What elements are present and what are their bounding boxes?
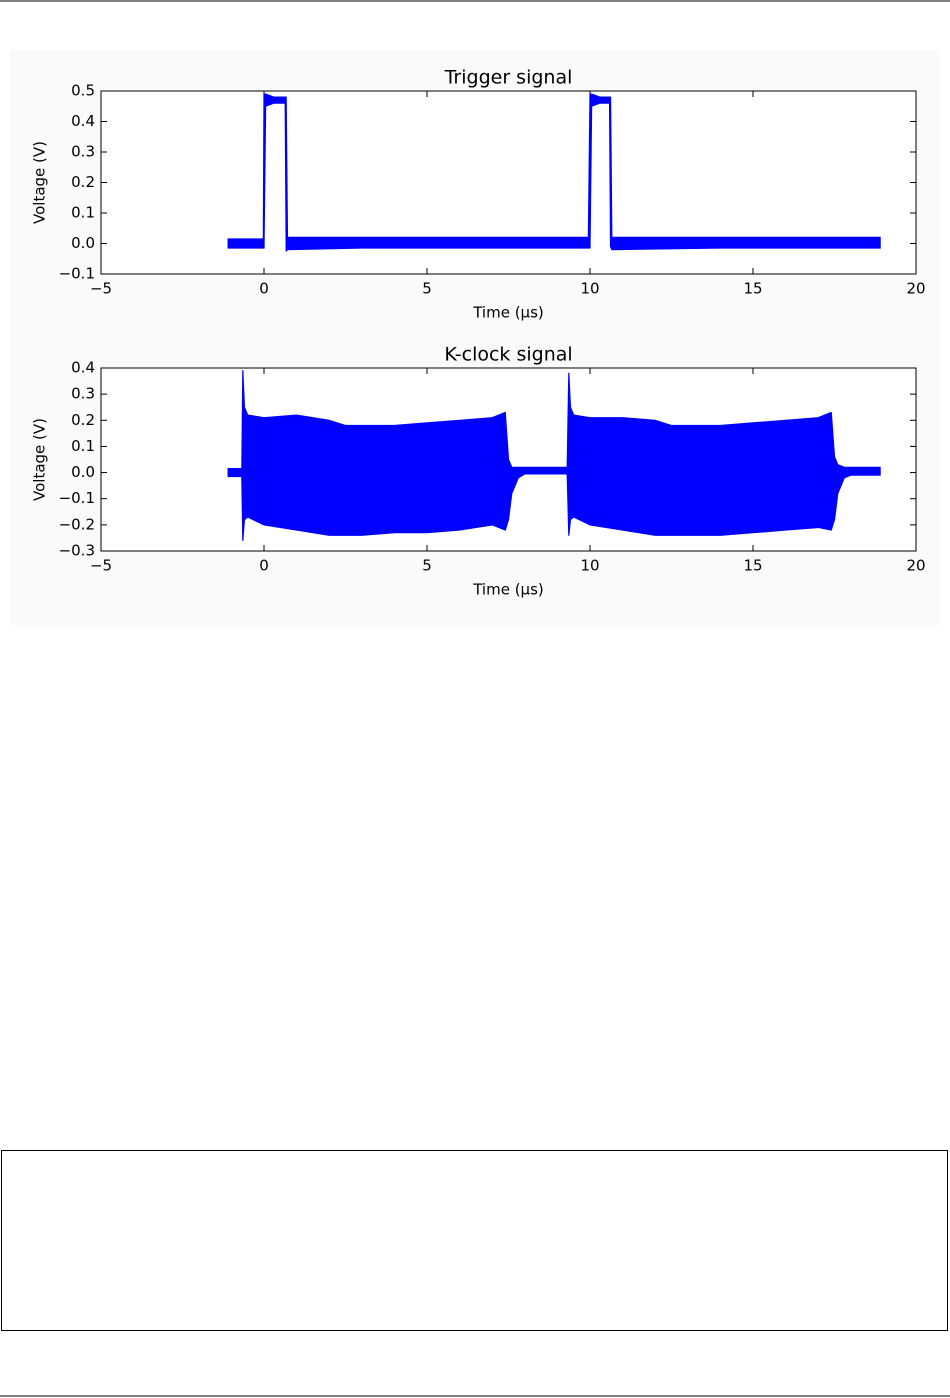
y-tick-label: 0.3 — [71, 143, 95, 161]
x-tick-label: 0 — [259, 280, 269, 298]
x-tick-label: 5 — [422, 280, 432, 298]
x-tick-label: 20 — [906, 557, 925, 575]
axes-frame — [100, 90, 917, 275]
x-tick-label: 10 — [580, 280, 599, 298]
signal-band — [227, 370, 881, 542]
signal-band — [227, 93, 881, 252]
y-tick-label: 0.2 — [71, 173, 95, 191]
y-tick-label: 0.0 — [71, 234, 95, 252]
y-tick-label: 0.3 — [71, 385, 95, 403]
axes-frame — [100, 367, 917, 552]
y-tick-label: −0.2 — [59, 515, 95, 533]
x-tick-label: 10 — [580, 557, 599, 575]
y-tick-label: 0.1 — [71, 204, 95, 222]
x-tick-label: −5 — [90, 557, 112, 575]
chart-title: Trigger signal — [444, 67, 573, 89]
y-tick-label: 0.0 — [71, 463, 95, 481]
x-axis-label: Time (μs) — [472, 304, 544, 322]
y-tick-label: 0.4 — [71, 112, 95, 130]
x-tick-label: 20 — [906, 280, 925, 298]
y-tick-label: −0.3 — [59, 542, 95, 560]
y-tick-label: −0.1 — [59, 489, 95, 507]
y-tick-label: 0.1 — [71, 437, 95, 455]
y-tick-label: 0.4 — [71, 359, 95, 377]
x-tick-label: 15 — [743, 280, 762, 298]
empty-box — [1, 1150, 948, 1331]
y-tick-label: 0.2 — [71, 411, 95, 429]
chart-title: K-clock signal — [444, 344, 572, 366]
y-axis-label: Voltage (V) — [31, 418, 49, 501]
x-tick-label: 15 — [743, 557, 762, 575]
x-axis-label: Time (μs) — [472, 581, 544, 599]
x-tick-label: 5 — [422, 557, 432, 575]
x-tick-label: 0 — [259, 557, 269, 575]
y-tick-label: −0.1 — [59, 265, 95, 283]
y-tick-label: 0.5 — [71, 82, 95, 100]
x-tick-label: −5 — [90, 280, 112, 298]
y-axis-label: Voltage (V) — [31, 141, 49, 224]
